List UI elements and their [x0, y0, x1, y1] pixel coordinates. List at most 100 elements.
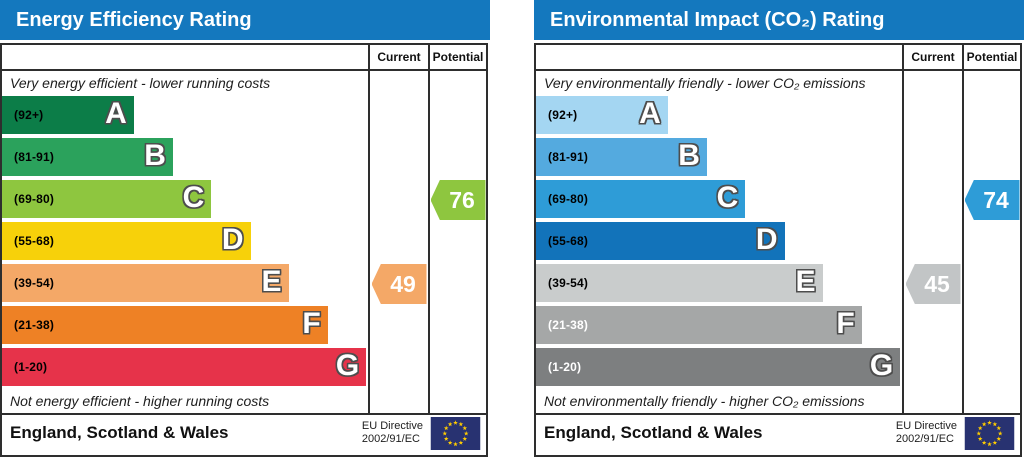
- eu-directive-label: EU Directive 2002/91/EC: [361, 420, 423, 445]
- band-bar: (69-80) C: [2, 180, 212, 218]
- potential-column-cell: [962, 347, 1020, 389]
- column-header-row: Current Potential: [536, 45, 1020, 71]
- bottom-caption: Not environmentally friendly - higher CO…: [544, 393, 865, 409]
- band-bar: (1-20) G: [536, 348, 901, 386]
- band-cell: (81-91) B: [536, 137, 902, 179]
- band-cell: (21-38) F: [536, 305, 902, 347]
- band-range-label: (39-54): [548, 276, 589, 290]
- band-letter: B: [144, 138, 166, 172]
- band-cell: (92+) A: [2, 95, 368, 137]
- band-row: (39-54) E 45: [536, 263, 1020, 305]
- band-bar: (81-91) B: [536, 138, 707, 176]
- band-range-label: (1-20): [14, 360, 48, 374]
- eu-directive-label: EU Directive 2002/91/EC: [895, 420, 957, 445]
- current-column-cell: [368, 137, 428, 179]
- band-range-label: (81-91): [548, 150, 589, 164]
- band-cell: (55-68) D: [2, 221, 368, 263]
- band-row: (1-20) G: [536, 347, 1020, 389]
- potential-column-cell: [962, 137, 1020, 179]
- current-column-cell: [368, 221, 428, 263]
- band-cell: (1-20) G: [536, 347, 902, 389]
- band-letter: F: [836, 306, 855, 340]
- band-row: (39-54) E 49: [2, 263, 486, 305]
- current-column-cell: [902, 347, 962, 389]
- region-label: England, Scotland & Wales: [10, 423, 229, 442]
- current-column-cell: [902, 221, 962, 263]
- current-column-cell: [902, 137, 962, 179]
- current-column-cell: [368, 179, 428, 221]
- potential-column-header: Potential: [962, 45, 1020, 69]
- current-column-cell: 49: [368, 263, 428, 305]
- current-column-cell: [368, 305, 428, 347]
- band-bar: (21-38) F: [536, 306, 862, 344]
- potential-column-cell: [962, 263, 1020, 305]
- band-bar: (69-80) C: [536, 180, 746, 218]
- column-header-row: Current Potential: [2, 45, 486, 71]
- band-cell: (55-68) D: [536, 221, 902, 263]
- potential-column-cell: [962, 221, 1020, 263]
- bottom-caption: Not energy efficient - higher running co…: [10, 393, 270, 409]
- band-range-label: (21-38): [14, 318, 55, 332]
- band-range-label: (81-91): [14, 150, 55, 164]
- band-letter: E: [261, 264, 282, 298]
- band-letter: G: [335, 348, 360, 382]
- top-caption-row: Very energy efficient - lower running co…: [2, 71, 486, 95]
- band-cell: (21-38) F: [2, 305, 368, 347]
- band-bar: (21-38) F: [2, 306, 328, 344]
- potential-column-cell: [428, 347, 486, 389]
- potential-column-cell: [962, 95, 1020, 137]
- current-column-cell: [902, 95, 962, 137]
- band-range-label: (55-68): [548, 234, 589, 248]
- environmental-impact-panel: Environmental Impact (CO₂) Rating Curren…: [534, 0, 1024, 457]
- top-caption: Very energy efficient - lower running co…: [10, 75, 271, 91]
- environmental-impact-header: Environmental Impact (CO₂) Rating: [534, 0, 1024, 40]
- band-letter: C: [716, 180, 739, 214]
- eu-flag-icon: [430, 416, 481, 450]
- band-row: (1-20) G: [2, 347, 486, 389]
- band-row: (92+) A: [2, 95, 486, 137]
- band-letter: D: [755, 222, 778, 256]
- band-letter: A: [105, 96, 127, 130]
- band-row: (69-80) C 76: [2, 179, 486, 221]
- band-letter: D: [221, 222, 244, 256]
- band-bar: (81-91) B: [2, 138, 173, 176]
- band-range-label: (69-80): [548, 192, 589, 206]
- band-cell: (69-80) C: [536, 179, 902, 221]
- band-row: (81-91) B: [2, 137, 486, 179]
- current-column-header: Current: [902, 45, 962, 69]
- band-letter: E: [795, 264, 816, 298]
- energy-efficiency-title: Energy Efficiency Rating: [16, 8, 252, 31]
- potential-column-cell: [428, 95, 486, 137]
- footer-row: England, Scotland & Wales EU Directive 2…: [536, 413, 1020, 451]
- band-bar: (92+) A: [536, 96, 668, 134]
- band-row: (55-68) D: [2, 221, 486, 263]
- eu-flag-icon: [964, 416, 1015, 450]
- band-row: (81-91) B: [536, 137, 1020, 179]
- band-cell: (81-91) B: [2, 137, 368, 179]
- energy-efficiency-table: Current Potential Very energy efficient …: [0, 43, 488, 457]
- band-bar: (1-20) G: [2, 348, 367, 386]
- current-value-arrow: 49: [371, 264, 427, 304]
- potential-column-cell: [428, 221, 486, 263]
- potential-column-cell: [428, 137, 486, 179]
- band-range-label: (92+): [548, 108, 578, 122]
- band-range-label: (39-54): [14, 276, 55, 290]
- environmental-impact-table: Current Potential Very environmentally f…: [534, 43, 1022, 457]
- band-cell: (39-54) E: [2, 263, 368, 305]
- band-cell: (39-54) E: [536, 263, 902, 305]
- footer-row: England, Scotland & Wales EU Directive 2…: [2, 413, 486, 451]
- band-bar: (39-54) E: [2, 264, 289, 302]
- band-cell: (69-80) C: [2, 179, 368, 221]
- band-bar: (39-54) E: [536, 264, 823, 302]
- energy-efficiency-panel: Energy Efficiency Rating Current Potenti…: [0, 0, 490, 457]
- band-bar: (92+) A: [2, 96, 134, 134]
- top-caption-row: Very environmentally friendly - lower CO…: [536, 71, 1020, 95]
- band-range-label: (1-20): [548, 360, 582, 374]
- band-row: (21-38) F: [2, 305, 486, 347]
- region-label: England, Scotland & Wales: [544, 423, 763, 442]
- current-column-cell: [368, 347, 428, 389]
- top-caption: Very environmentally friendly - lower CO…: [544, 75, 866, 91]
- band-range-label: (69-80): [14, 192, 55, 206]
- band-range-label: (21-38): [548, 318, 589, 332]
- potential-column-cell: 74: [962, 179, 1020, 221]
